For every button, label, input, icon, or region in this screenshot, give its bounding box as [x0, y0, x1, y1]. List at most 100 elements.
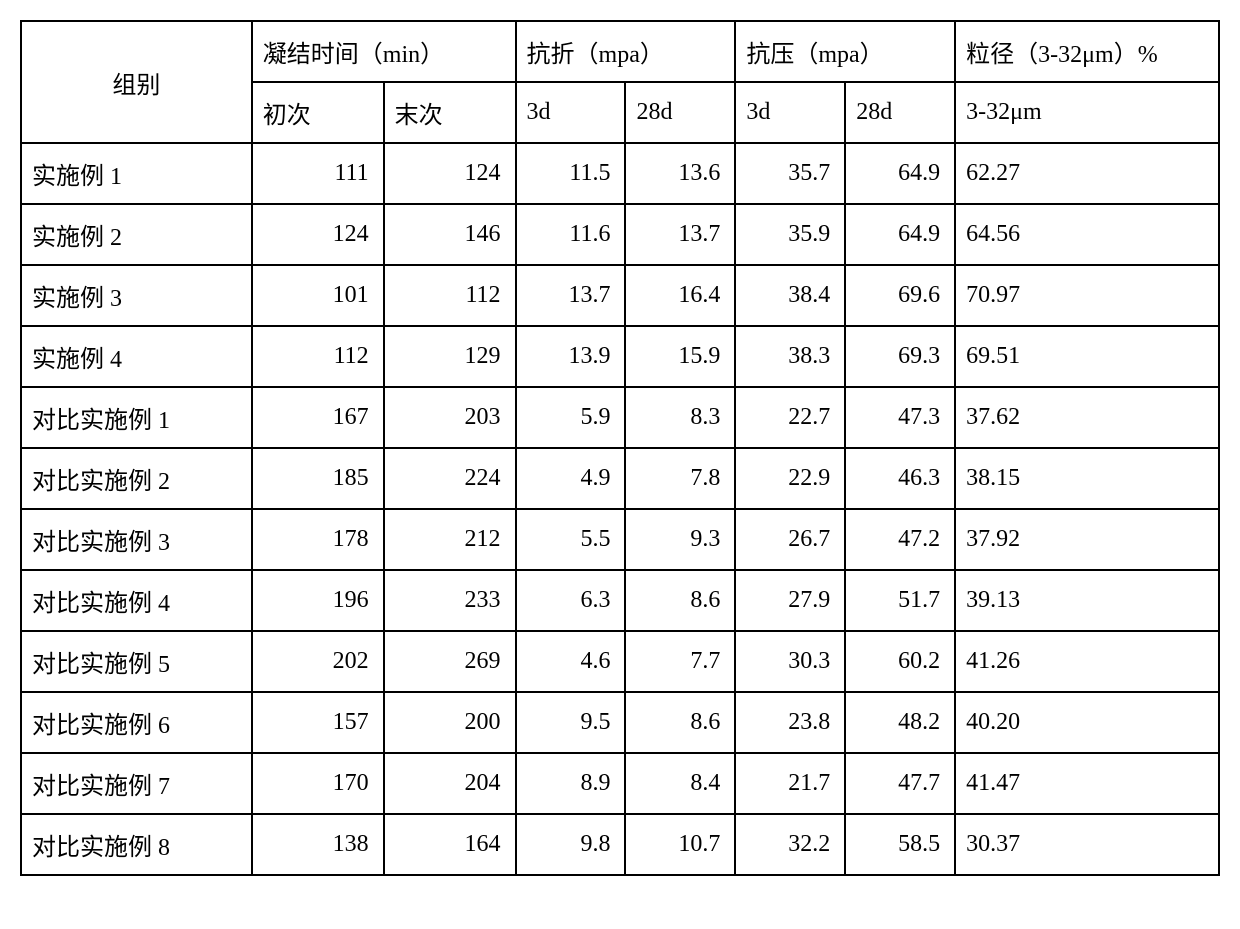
cell-flex-3d: 5.5 — [516, 509, 626, 570]
table-row: 对比实施例 31782125.59.326.747.237.92 — [21, 509, 1219, 570]
cell-flex-28d: 8.6 — [625, 570, 735, 631]
header-particle-sub: 3-32μm — [955, 82, 1219, 143]
cell-comp-3d: 26.7 — [735, 509, 845, 570]
cell-comp-3d: 35.9 — [735, 204, 845, 265]
cell-flex-3d: 9.5 — [516, 692, 626, 753]
table-row: 实施例 111112411.513.635.764.962.27 — [21, 143, 1219, 204]
cell-particle: 69.51 — [955, 326, 1219, 387]
cell-flex-3d: 13.7 — [516, 265, 626, 326]
cell-comp-3d: 38.4 — [735, 265, 845, 326]
cell-flex-28d: 16.4 — [625, 265, 735, 326]
header-flex-3d: 3d — [516, 82, 626, 143]
table-row: 对比实施例 21852244.97.822.946.338.15 — [21, 448, 1219, 509]
cell-comp-28d: 48.2 — [845, 692, 955, 753]
cell-t-final: 269 — [384, 631, 516, 692]
cell-comp-28d: 46.3 — [845, 448, 955, 509]
cell-t-init: 185 — [252, 448, 384, 509]
cell-flex-3d: 11.5 — [516, 143, 626, 204]
header-comp-28d: 28d — [845, 82, 955, 143]
cell-comp-3d: 27.9 — [735, 570, 845, 631]
cell-flex-3d: 13.9 — [516, 326, 626, 387]
cell-t-init: 202 — [252, 631, 384, 692]
cell-flex-3d: 8.9 — [516, 753, 626, 814]
cell-flex-3d: 4.9 — [516, 448, 626, 509]
cell-comp-3d: 38.3 — [735, 326, 845, 387]
cell-flex-3d: 9.8 — [516, 814, 626, 875]
cell-particle: 41.26 — [955, 631, 1219, 692]
cell-t-final: 164 — [384, 814, 516, 875]
data-table: 组别 凝结时间（min） 抗折（mpa） 抗压（mpa） 粒径（3-32μm）%… — [20, 20, 1220, 876]
cell-t-init: 124 — [252, 204, 384, 265]
cell-flex-3d: 4.6 — [516, 631, 626, 692]
row-label: 对比实施例 5 — [21, 631, 252, 692]
row-label: 实施例 4 — [21, 326, 252, 387]
table-body: 实施例 111112411.513.635.764.962.27实施例 2124… — [21, 143, 1219, 875]
cell-t-init: 170 — [252, 753, 384, 814]
cell-comp-28d: 60.2 — [845, 631, 955, 692]
header-compressive: 抗压（mpa） — [735, 21, 955, 82]
header-setting-time: 凝结时间（min） — [252, 21, 516, 82]
cell-flex-28d: 9.3 — [625, 509, 735, 570]
cell-t-final: 129 — [384, 326, 516, 387]
row-label: 对比实施例 8 — [21, 814, 252, 875]
cell-t-init: 167 — [252, 387, 384, 448]
header-flexural: 抗折（mpa） — [516, 21, 736, 82]
cell-t-final: 200 — [384, 692, 516, 753]
table-row: 对比实施例 61572009.58.623.848.240.20 — [21, 692, 1219, 753]
cell-flex-28d: 7.8 — [625, 448, 735, 509]
cell-flex-28d: 13.7 — [625, 204, 735, 265]
table-row: 对比实施例 41962336.38.627.951.739.13 — [21, 570, 1219, 631]
row-label: 对比实施例 6 — [21, 692, 252, 753]
cell-particle: 37.92 — [955, 509, 1219, 570]
row-label: 对比实施例 1 — [21, 387, 252, 448]
cell-flex-3d: 6.3 — [516, 570, 626, 631]
cell-t-init: 196 — [252, 570, 384, 631]
cell-flex-28d: 10.7 — [625, 814, 735, 875]
cell-t-final: 146 — [384, 204, 516, 265]
cell-t-final: 233 — [384, 570, 516, 631]
table-row: 对比实施例 81381649.810.732.258.530.37 — [21, 814, 1219, 875]
cell-t-init: 178 — [252, 509, 384, 570]
row-label: 对比实施例 7 — [21, 753, 252, 814]
cell-flex-3d: 11.6 — [516, 204, 626, 265]
table-header: 组别 凝结时间（min） 抗折（mpa） 抗压（mpa） 粒径（3-32μm）%… — [21, 21, 1219, 143]
header-particle: 粒径（3-32μm）% — [955, 21, 1219, 82]
cell-comp-3d: 23.8 — [735, 692, 845, 753]
row-label: 对比实施例 4 — [21, 570, 252, 631]
row-label: 实施例 3 — [21, 265, 252, 326]
table-row: 实施例 411212913.915.938.369.369.51 — [21, 326, 1219, 387]
cell-comp-28d: 64.9 — [845, 143, 955, 204]
cell-comp-3d: 32.2 — [735, 814, 845, 875]
table-row: 对比实施例 11672035.98.322.747.337.62 — [21, 387, 1219, 448]
cell-flex-28d: 8.3 — [625, 387, 735, 448]
cell-t-init: 111 — [252, 143, 384, 204]
header-flex-28d: 28d — [625, 82, 735, 143]
cell-flex-28d: 8.4 — [625, 753, 735, 814]
cell-particle: 70.97 — [955, 265, 1219, 326]
header-initial: 初次 — [252, 82, 384, 143]
header-final: 末次 — [384, 82, 516, 143]
cell-comp-28d: 58.5 — [845, 814, 955, 875]
cell-t-init: 157 — [252, 692, 384, 753]
cell-t-init: 112 — [252, 326, 384, 387]
cell-comp-28d: 47.7 — [845, 753, 955, 814]
cell-comp-3d: 35.7 — [735, 143, 845, 204]
cell-particle: 30.37 — [955, 814, 1219, 875]
cell-particle: 64.56 — [955, 204, 1219, 265]
cell-comp-28d: 69.3 — [845, 326, 955, 387]
cell-flex-3d: 5.9 — [516, 387, 626, 448]
cell-comp-28d: 47.2 — [845, 509, 955, 570]
table-row: 实施例 310111213.716.438.469.670.97 — [21, 265, 1219, 326]
cell-t-final: 112 — [384, 265, 516, 326]
cell-t-final: 204 — [384, 753, 516, 814]
cell-comp-28d: 69.6 — [845, 265, 955, 326]
header-row-1: 组别 凝结时间（min） 抗折（mpa） 抗压（mpa） 粒径（3-32μm）% — [21, 21, 1219, 82]
table-row: 实施例 212414611.613.735.964.964.56 — [21, 204, 1219, 265]
header-comp-3d: 3d — [735, 82, 845, 143]
cell-comp-3d: 30.3 — [735, 631, 845, 692]
cell-comp-3d: 22.9 — [735, 448, 845, 509]
cell-t-final: 212 — [384, 509, 516, 570]
table-row: 对比实施例 52022694.67.730.360.241.26 — [21, 631, 1219, 692]
cell-comp-28d: 51.7 — [845, 570, 955, 631]
cell-flex-28d: 13.6 — [625, 143, 735, 204]
